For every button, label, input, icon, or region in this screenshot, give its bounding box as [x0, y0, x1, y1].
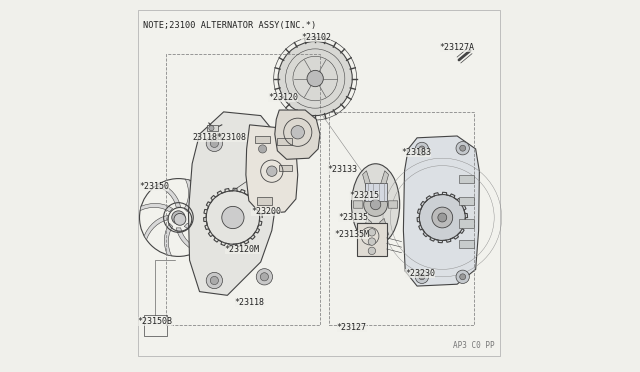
Circle shape — [419, 146, 425, 152]
Polygon shape — [403, 136, 479, 286]
Text: *23120: *23120 — [268, 93, 298, 102]
Text: *23183: *23183 — [401, 148, 431, 157]
Circle shape — [368, 238, 376, 245]
Bar — [459, 197, 474, 205]
Circle shape — [432, 207, 452, 228]
Polygon shape — [353, 201, 363, 208]
Circle shape — [259, 145, 267, 153]
Polygon shape — [164, 223, 173, 256]
Bar — [365, 183, 387, 201]
Polygon shape — [189, 195, 212, 220]
Bar — [166, 54, 320, 325]
Bar — [279, 164, 292, 171]
Text: *23102: *23102 — [301, 33, 332, 42]
Polygon shape — [188, 112, 279, 295]
Circle shape — [307, 70, 323, 87]
Text: *23133: *23133 — [327, 165, 357, 174]
Polygon shape — [363, 218, 371, 238]
Text: *23127A: *23127A — [440, 42, 475, 51]
Text: NOTE;23100 ALTERNATOR ASSY(INC.*): NOTE;23100 ALTERNATOR ASSY(INC.*) — [143, 21, 316, 30]
Text: *23135M: *23135M — [334, 230, 369, 239]
Bar — [459, 240, 474, 248]
Circle shape — [456, 270, 469, 283]
Circle shape — [419, 195, 465, 240]
Text: AP3 C0 PP: AP3 C0 PP — [452, 341, 494, 350]
Circle shape — [256, 269, 273, 285]
Ellipse shape — [351, 164, 400, 245]
Circle shape — [460, 274, 466, 280]
Polygon shape — [380, 218, 388, 238]
Circle shape — [364, 193, 387, 217]
Polygon shape — [140, 203, 173, 212]
Text: *23108: *23108 — [217, 133, 247, 142]
Polygon shape — [363, 171, 371, 190]
Bar — [277, 138, 292, 145]
Bar — [329, 112, 474, 325]
Text: *23135: *23135 — [339, 213, 369, 222]
Circle shape — [278, 41, 352, 116]
Bar — [459, 219, 474, 228]
Circle shape — [419, 274, 425, 280]
Text: *23200: *23200 — [252, 208, 281, 217]
Polygon shape — [388, 201, 397, 208]
Polygon shape — [380, 171, 388, 190]
Polygon shape — [275, 110, 320, 159]
Polygon shape — [144, 215, 168, 240]
Circle shape — [206, 272, 223, 289]
Text: *23230: *23230 — [405, 269, 435, 278]
Bar — [255, 136, 270, 143]
Circle shape — [438, 213, 447, 222]
Bar — [459, 175, 474, 183]
Circle shape — [211, 139, 218, 147]
Circle shape — [456, 141, 469, 155]
Circle shape — [415, 270, 429, 283]
Text: 23118B: 23118B — [192, 133, 222, 142]
Text: *23120M: *23120M — [225, 244, 260, 253]
Circle shape — [209, 126, 214, 131]
Polygon shape — [176, 228, 201, 252]
Circle shape — [206, 135, 223, 151]
Circle shape — [174, 214, 186, 225]
Circle shape — [368, 229, 376, 236]
Bar — [207, 125, 218, 131]
Circle shape — [267, 166, 277, 176]
Circle shape — [371, 199, 381, 210]
Bar — [144, 315, 167, 336]
Text: *23150: *23150 — [139, 182, 169, 190]
Circle shape — [260, 273, 269, 281]
Circle shape — [368, 247, 376, 254]
Circle shape — [415, 142, 429, 155]
Text: *23127: *23127 — [337, 323, 367, 332]
Text: *23118: *23118 — [235, 298, 264, 307]
Bar — [357, 223, 387, 256]
Circle shape — [255, 141, 271, 157]
Text: *23215: *23215 — [349, 191, 380, 200]
Circle shape — [211, 276, 218, 285]
Circle shape — [460, 145, 466, 151]
Bar — [257, 197, 272, 205]
Polygon shape — [156, 183, 180, 207]
Circle shape — [222, 206, 244, 229]
Text: *23150B: *23150B — [138, 317, 173, 326]
Polygon shape — [184, 179, 193, 212]
Polygon shape — [184, 223, 217, 232]
Polygon shape — [246, 125, 298, 214]
Circle shape — [172, 211, 185, 224]
Circle shape — [291, 126, 305, 139]
